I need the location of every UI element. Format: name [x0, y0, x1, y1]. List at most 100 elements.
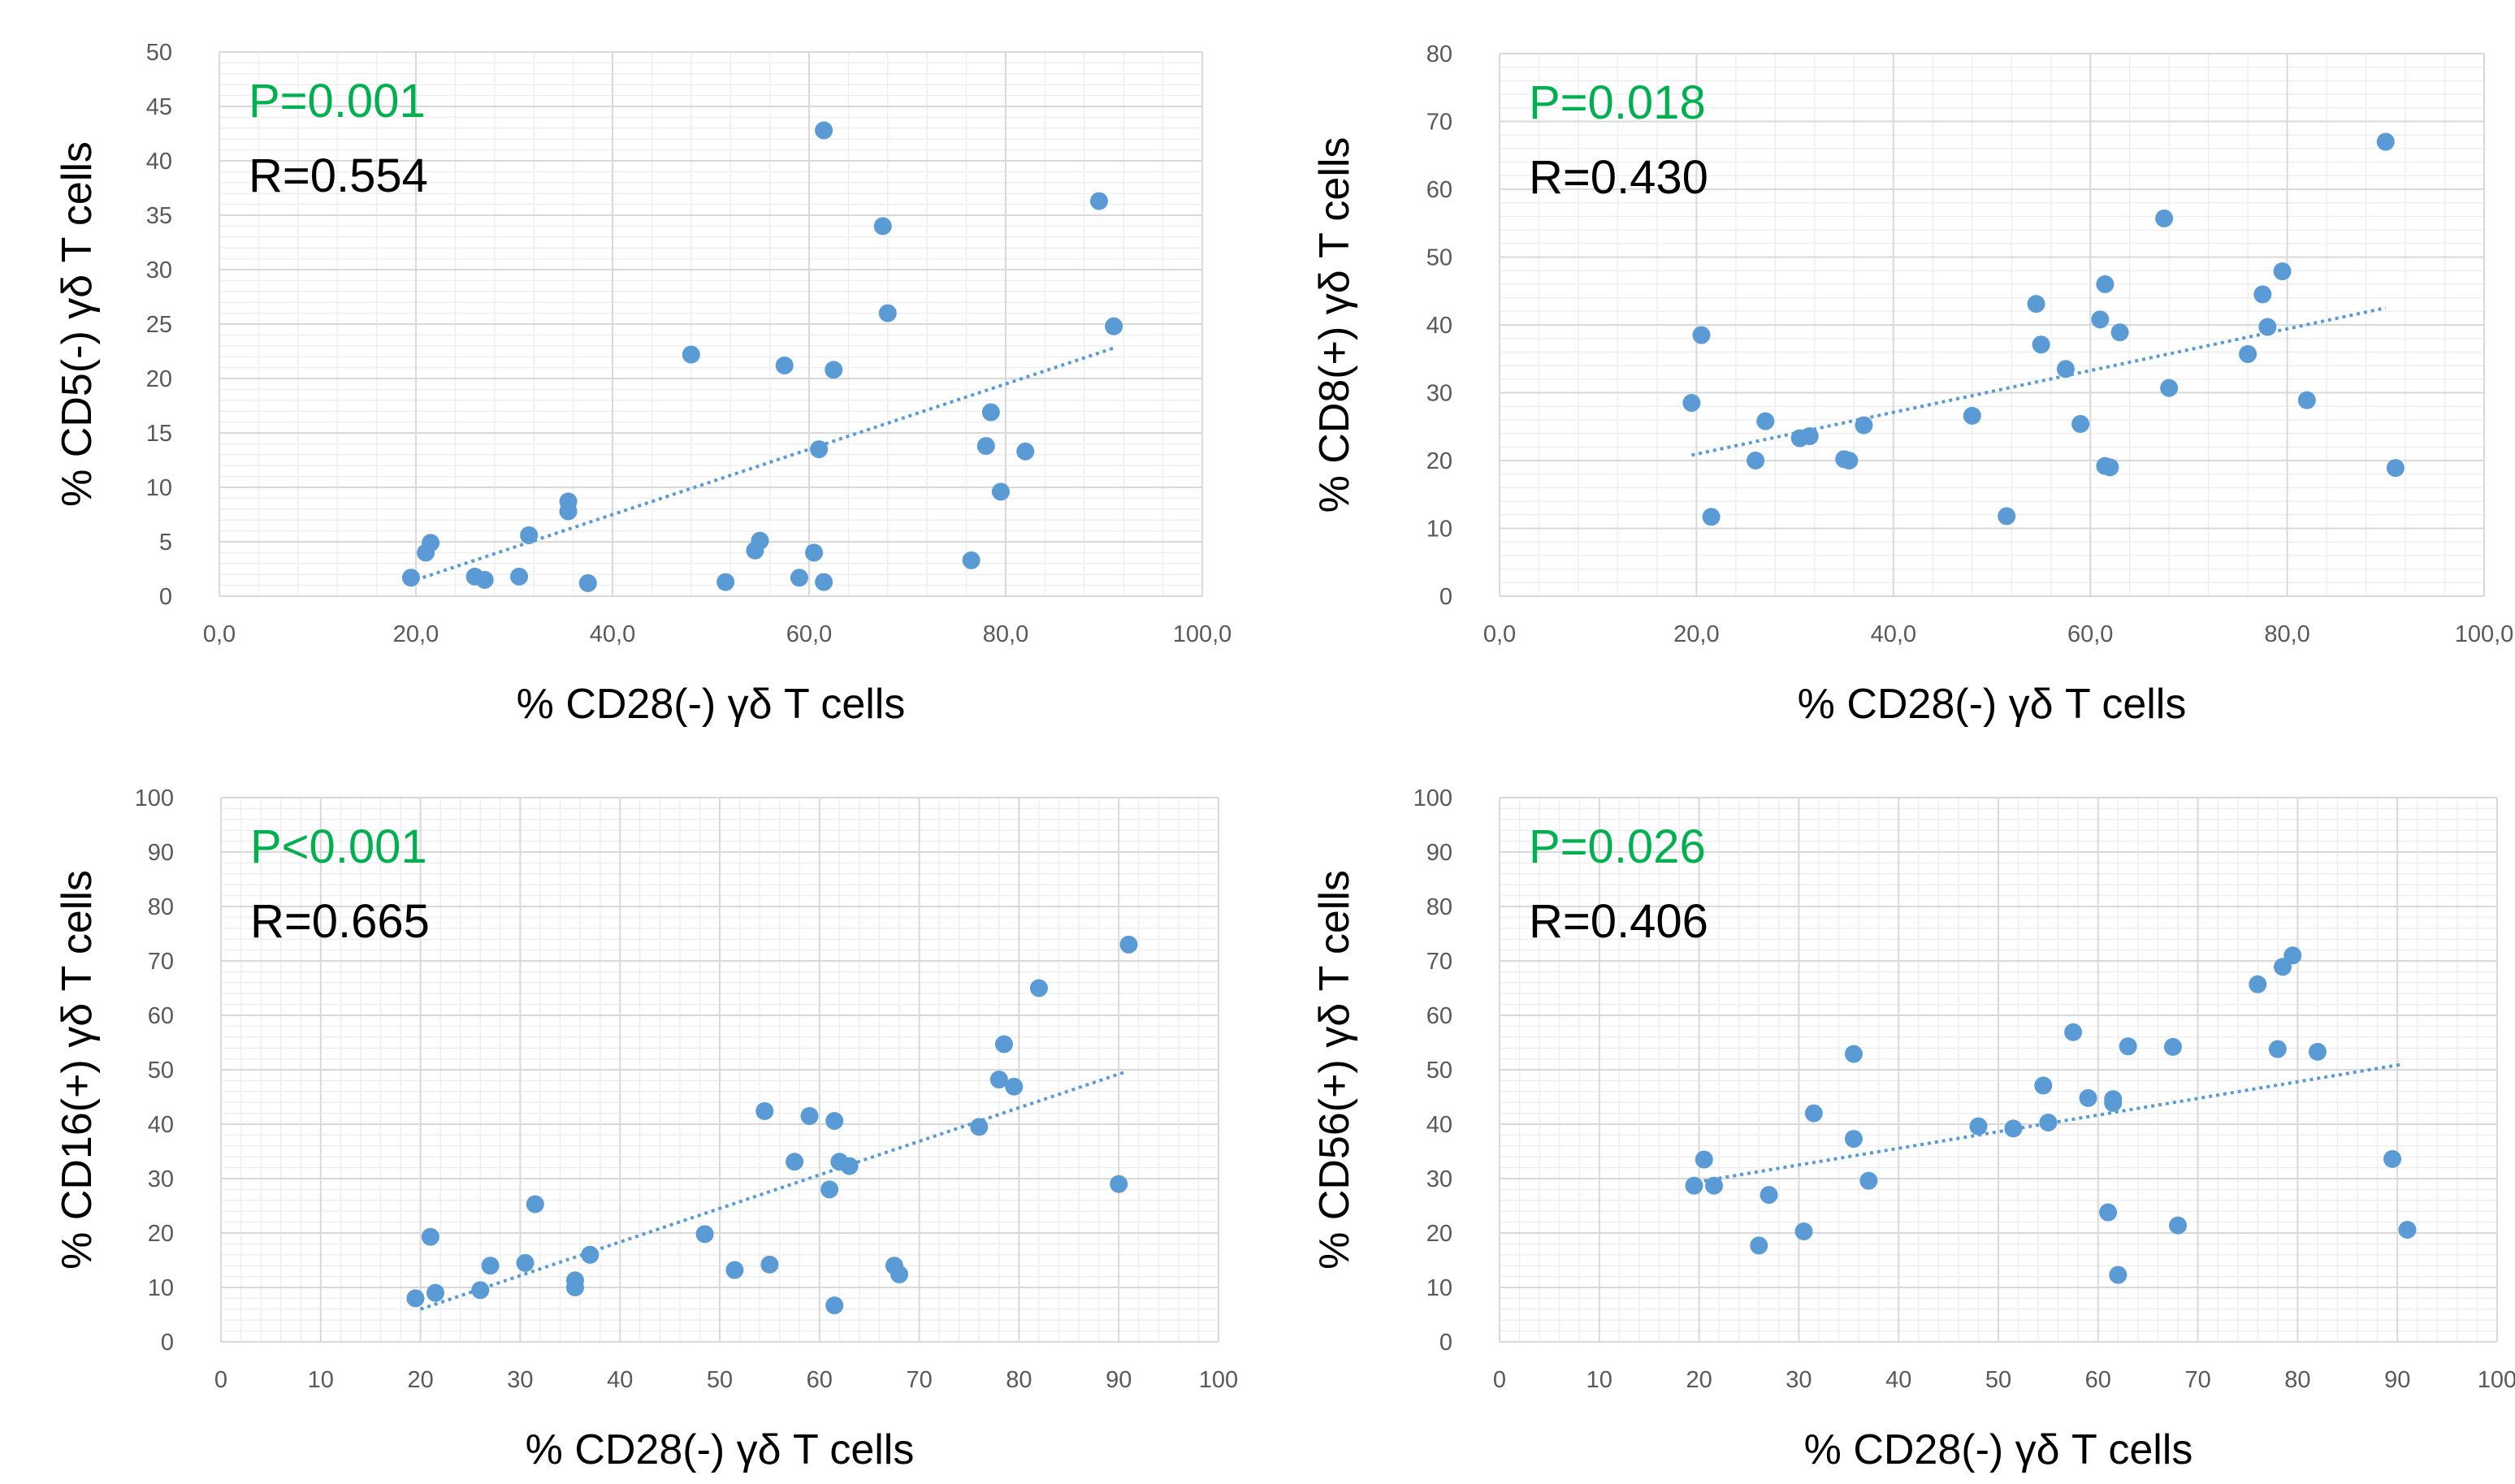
data-point	[1804, 1104, 1823, 1123]
data-point	[1682, 394, 1701, 413]
x-tick-label: 80	[2284, 1367, 2310, 1393]
data-point	[2110, 323, 2129, 342]
y-tick-label: 90	[148, 840, 174, 866]
data-point	[1747, 452, 1765, 469]
x-tick-label: 20	[407, 1367, 433, 1393]
data-point	[475, 570, 494, 589]
y-tick-label: 10	[148, 1275, 174, 1301]
x-tick-label: 0,0	[203, 621, 236, 647]
y-tick-label: 35	[146, 203, 172, 229]
data-point	[1110, 1175, 1128, 1193]
data-point	[775, 356, 794, 374]
data-point	[1695, 1150, 1713, 1169]
data-points	[1682, 132, 2405, 526]
r-value-label: R=0.665	[250, 895, 430, 948]
x-tick-label: 60	[807, 1367, 833, 1393]
scatter-panel-cd56: 0 10 20 30 40 50 60 70 80 90 100 0 10 20 30 40 50 60 70 80 9…	[1258, 742, 2515, 1483]
data-point	[970, 1118, 989, 1136]
data-point	[2099, 1203, 2118, 1222]
r-value-label: R=0.554	[249, 149, 428, 202]
x-tick-label: 100,0	[1173, 621, 1232, 647]
data-point	[878, 304, 897, 322]
y-tick-label: 80	[1426, 41, 1452, 67]
data-point	[991, 482, 1010, 501]
data-point	[805, 543, 824, 562]
data-point	[725, 1261, 744, 1279]
data-point	[1963, 406, 1981, 425]
x-tick-label: 20,0	[1673, 621, 1719, 647]
data-point	[2249, 975, 2267, 993]
data-point	[760, 1255, 779, 1274]
p-value-label: P=0.001	[249, 75, 426, 128]
y-tick-label: 30	[1426, 381, 1452, 407]
data-point	[1750, 1236, 1768, 1255]
data-point	[578, 573, 597, 592]
data-point	[2091, 310, 2110, 329]
p-value-label: P=0.018	[1529, 76, 1706, 129]
y-axis-title: % CD5(-) γδ T cells	[54, 141, 101, 507]
y-tick-label: 60	[1426, 1003, 1452, 1029]
y-tick-label: 30	[146, 257, 172, 283]
chart-svg: 0 5 10 15 20 25 30 35 40 45 50 0,0 20,0 40,0 60,0 80,0 1…	[54, 40, 1232, 728]
data-point	[800, 1106, 819, 1125]
data-point	[1969, 1117, 1988, 1136]
data-point	[815, 121, 833, 140]
x-axis-title: % CD28(-) γδ T cells	[1798, 681, 2187, 728]
x-tick-label: 10	[308, 1367, 334, 1393]
x-tick-label: 90	[1106, 1367, 1132, 1393]
chart-svg: 0 10 20 30 40 50 60 70 80 0,0 20,0 40,0 60,0 80,0 100,…	[1311, 41, 2514, 728]
y-tick-label: 0	[1439, 1330, 1452, 1356]
x-tick-label: 60,0	[2067, 621, 2113, 647]
data-point	[2160, 379, 2179, 397]
data-point	[2034, 1076, 2053, 1095]
data-point	[1859, 1171, 1878, 1190]
data-point	[2398, 1220, 2417, 1239]
data-point	[2109, 1266, 2128, 1284]
data-point	[962, 551, 980, 569]
data-point	[825, 1111, 844, 1130]
y-tick-label: 30	[1426, 1166, 1452, 1192]
y-tick-label: 100	[135, 785, 174, 811]
data-point	[526, 1195, 544, 1214]
x-tick-label: 60	[2085, 1367, 2111, 1393]
y-tick-label: 25	[146, 312, 172, 338]
data-point	[1756, 412, 1775, 430]
x-tick-label: 40,0	[1871, 621, 1916, 647]
data-point	[520, 526, 539, 544]
tick-labels: 0 5 10 15 20 25 30 35 40 45 50 0,0 20,0 40,0 60,0 80,0 1…	[146, 40, 1232, 647]
x-tick-label: 100	[2478, 1367, 2515, 1393]
gridlines	[1499, 53, 2485, 597]
y-tick-label: 10	[1426, 1275, 1452, 1301]
data-point	[1800, 426, 1819, 445]
data-point	[2071, 414, 2090, 433]
data-point	[2308, 1042, 2327, 1061]
data-point	[2104, 1093, 2123, 1112]
data-point	[873, 217, 892, 236]
x-tick-label: 50	[1985, 1367, 2011, 1393]
data-point	[1089, 192, 1108, 210]
y-tick-label: 40	[1426, 313, 1452, 339]
data-point	[2268, 1040, 2287, 1058]
data-point	[2064, 1023, 2083, 1041]
p-value-label: P<0.001	[250, 820, 427, 873]
data-point	[2239, 344, 2257, 363]
data-point	[755, 1101, 774, 1120]
x-tick-label: 20	[1686, 1367, 1712, 1393]
tick-labels: 0 10 20 30 40 50 60 70 80 90 100 0 10 20 30 40 50 60 70 80 9…	[135, 785, 1239, 1393]
x-tick-label: 30	[1786, 1367, 1812, 1393]
y-tick-label: 40	[148, 1112, 174, 1138]
trendline	[415, 346, 1115, 582]
x-tick-label: 100,0	[2455, 621, 2514, 647]
tick-labels: 0 10 20 30 40 50 60 70 80 90 100 0 10 20 30 40 50 60 70 80 9…	[1413, 785, 2515, 1393]
data-point	[989, 1071, 1008, 1089]
scatter-panel-cd16: 0 10 20 30 40 50 60 70 80 90 100 0 10 20 30 40 50 60 70 80 9…	[0, 742, 1258, 1483]
r-value-label: R=0.406	[1529, 895, 1708, 948]
gridlines	[1499, 797, 2498, 1343]
y-tick-label: 45	[146, 94, 172, 120]
x-axis-title: % CD28(-) γδ T cells	[1804, 1426, 2193, 1473]
data-point	[1840, 452, 1859, 469]
data-point	[2297, 391, 2316, 409]
data-point	[2032, 335, 2050, 354]
data-point	[471, 1281, 490, 1300]
data-point	[825, 1296, 844, 1315]
